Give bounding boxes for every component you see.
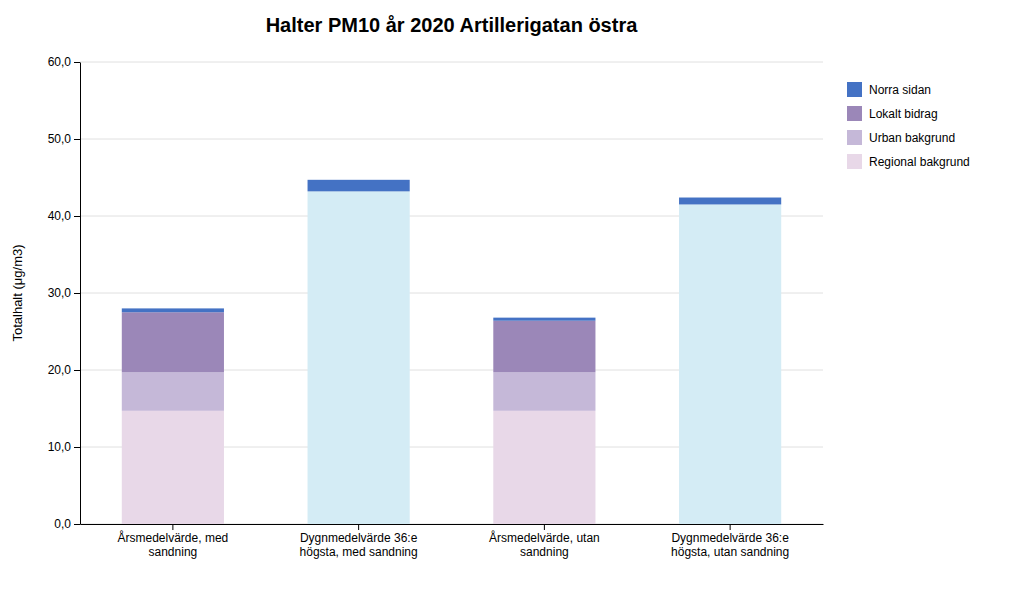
x-axis-line <box>81 524 824 525</box>
x-tick: Årsmedelvärde, medsandning <box>118 524 229 559</box>
y-tick-label: 0,0 <box>54 517 71 531</box>
bar <box>122 308 224 312</box>
legend-label: Urban bakgrund <box>869 131 955 145</box>
y-axis-title: Totalhalt (μg/m3) <box>10 244 25 341</box>
x-tick-label-line: sandning <box>149 545 198 559</box>
y-tick-label: 30,0 <box>48 286 72 300</box>
plot-area: 0,0 10,0 20,0 30,0 40,0 50,0 60,0 Årsmedelvärde… <box>48 55 824 559</box>
y-tick: 20,0 <box>48 363 80 377</box>
x-axis: Årsmedelvärde, medsandningDygnmedelvärde… <box>81 524 824 559</box>
y-tick: 50,0 <box>48 132 80 146</box>
y-tick-mark <box>74 370 80 371</box>
x-tick: Årsmedelvärde, utansandning <box>489 524 600 559</box>
legend: Norra sidan Lokalt bidrag Urban bakgrund Re… <box>847 82 970 169</box>
chart-title: Halter PM10 år 2020 Artillerigatan östra <box>266 14 639 36</box>
x-tick-mark <box>358 524 359 530</box>
x-tick-label-line: högsta, utan sandning <box>671 545 789 559</box>
legend-swatch <box>847 130 862 145</box>
y-axis: 0,0 10,0 20,0 30,0 40,0 50,0 60,0 <box>48 55 81 531</box>
y-tick-label: 20,0 <box>48 363 72 377</box>
legend-item: Urban bakgrund <box>847 130 955 145</box>
x-tick: Dygnmedelvärde 36:ehögsta, med sandning <box>300 524 418 559</box>
y-tick-mark <box>74 62 80 63</box>
grid <box>80 62 823 524</box>
y-tick-mark <box>74 216 80 217</box>
x-tick: Dygnmedelvärde 36:ehögsta, utan sandning <box>671 524 789 559</box>
x-tick-label: Dygnmedelvärde 36:ehögsta, utan sandning <box>671 531 789 559</box>
x-tick-label: Dygnmedelvärde 36:ehögsta, med sandning <box>300 531 418 559</box>
x-tick-label-line: Dygnmedelvärde 36:e <box>300 531 418 545</box>
legend-item: Lokalt bidrag <box>847 106 938 121</box>
grid-line <box>80 62 823 63</box>
y-tick-label: 60,0 <box>48 55 72 69</box>
x-tick-mark <box>730 524 731 530</box>
legend-swatch <box>847 82 862 97</box>
legend-swatch <box>847 154 862 169</box>
y-tick-mark <box>74 447 80 448</box>
y-tick-label: 50,0 <box>48 132 72 146</box>
legend-label: Norra sidan <box>869 83 931 97</box>
y-axis-line <box>80 63 81 525</box>
y-tick: 60,0 <box>48 55 80 69</box>
y-tick: 0,0 <box>54 517 80 531</box>
bar-series <box>122 191 781 524</box>
bar-series <box>122 312 596 372</box>
bar <box>493 318 595 321</box>
y-tick-mark <box>74 139 80 140</box>
bar-series <box>122 180 781 321</box>
bar-series <box>122 372 596 411</box>
chart-svg: 0,0 10,0 20,0 30,0 40,0 50,0 60,0 Årsmedelvärde… <box>0 0 1023 596</box>
grid-line <box>80 139 823 140</box>
y-tick-label: 40,0 <box>48 209 72 223</box>
bar <box>122 312 224 372</box>
chart-container: 0,0 10,0 20,0 30,0 40,0 50,0 60,0 Årsmedelvärde… <box>0 0 1023 596</box>
y-tick: 10,0 <box>48 440 80 454</box>
x-tick-label-line: Dygnmedelvärde 36:e <box>671 531 789 545</box>
legend-label: Lokalt bidrag <box>869 107 938 121</box>
y-tick-mark <box>74 293 80 294</box>
legend-item: Regional bakgrund <box>847 154 970 169</box>
x-tick-label-line: Årsmedelvärde, med <box>118 530 229 545</box>
x-tick-label-line: Årsmedelvärde, utan <box>489 530 600 545</box>
y-tick: 30,0 <box>48 286 80 300</box>
legend-swatch <box>847 106 862 121</box>
bar <box>122 372 224 411</box>
y-tick-mark <box>74 524 80 525</box>
x-tick-label-line: sandning <box>520 545 569 559</box>
bar <box>679 198 781 205</box>
x-tick-label: Årsmedelvärde, medsandning <box>118 530 229 559</box>
y-tick: 40,0 <box>48 209 80 223</box>
bar <box>679 204 781 524</box>
legend-item: Norra sidan <box>847 82 931 97</box>
bar <box>493 372 595 411</box>
bar <box>308 180 410 192</box>
x-tick-mark <box>172 524 173 530</box>
x-tick-mark <box>544 524 545 530</box>
y-tick-label: 10,0 <box>48 440 72 454</box>
bars <box>122 180 781 524</box>
bar <box>493 411 595 524</box>
legend-label: Regional bakgrund <box>869 155 970 169</box>
bar <box>308 191 410 524</box>
bar <box>493 321 595 373</box>
x-tick-label: Årsmedelvärde, utansandning <box>489 530 600 559</box>
x-tick-label-line: högsta, med sandning <box>300 545 418 559</box>
bar <box>122 411 224 524</box>
